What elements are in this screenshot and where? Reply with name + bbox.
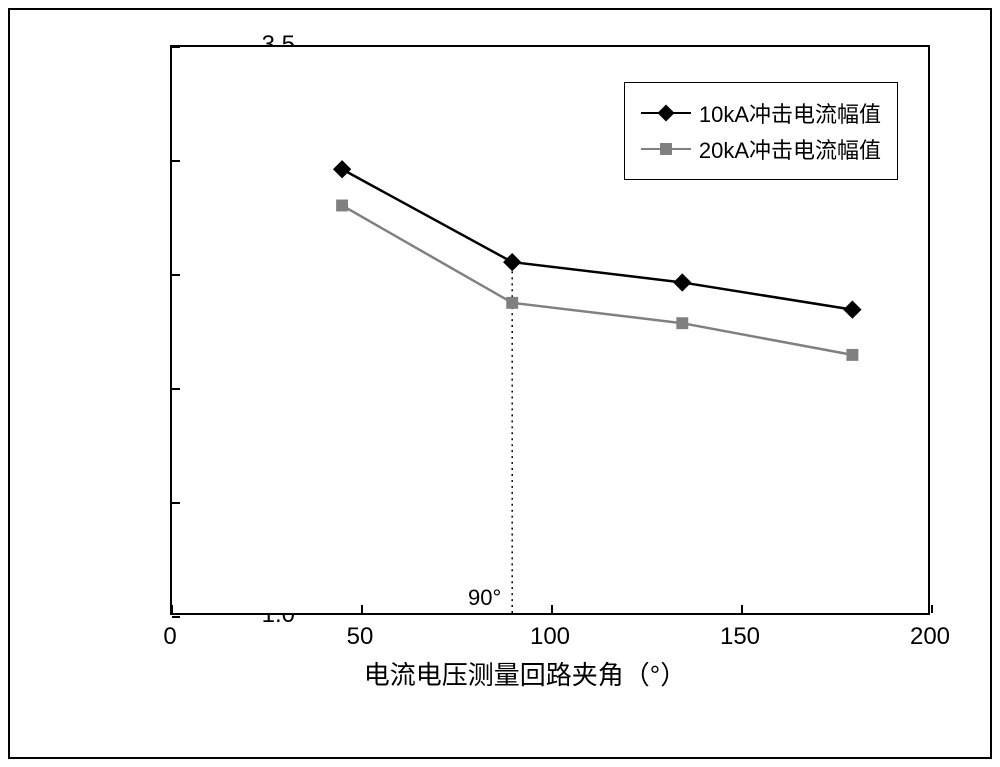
x-tick-label: 200 xyxy=(910,623,950,651)
legend-item: 20kA冲击电流幅值 xyxy=(641,133,881,165)
x-tick-label: 50 xyxy=(347,623,374,651)
legend: 10kA冲击电流幅值 20kA冲击电流幅值 xyxy=(624,82,898,180)
legend-text: 20kA冲击电流幅值 xyxy=(699,133,881,165)
plot-area: 10kA冲击电流幅值 20kA冲击电流幅值 90° xyxy=(170,45,930,615)
x-tick-label: 150 xyxy=(720,623,760,651)
chart-container: 冲击接地电阻（Ω） 1.01.52.02.53.03.5 05010015020… xyxy=(75,25,975,697)
x-tick-label: 100 xyxy=(530,623,570,651)
legend-item: 10kA冲击电流幅值 xyxy=(641,97,881,129)
x-tick-label: 0 xyxy=(163,623,176,651)
x-axis-label: 电流电压测量回路夹角（°） xyxy=(364,655,686,692)
annotation-label: 90° xyxy=(468,585,501,611)
legend-text: 10kA冲击电流幅值 xyxy=(699,97,881,129)
